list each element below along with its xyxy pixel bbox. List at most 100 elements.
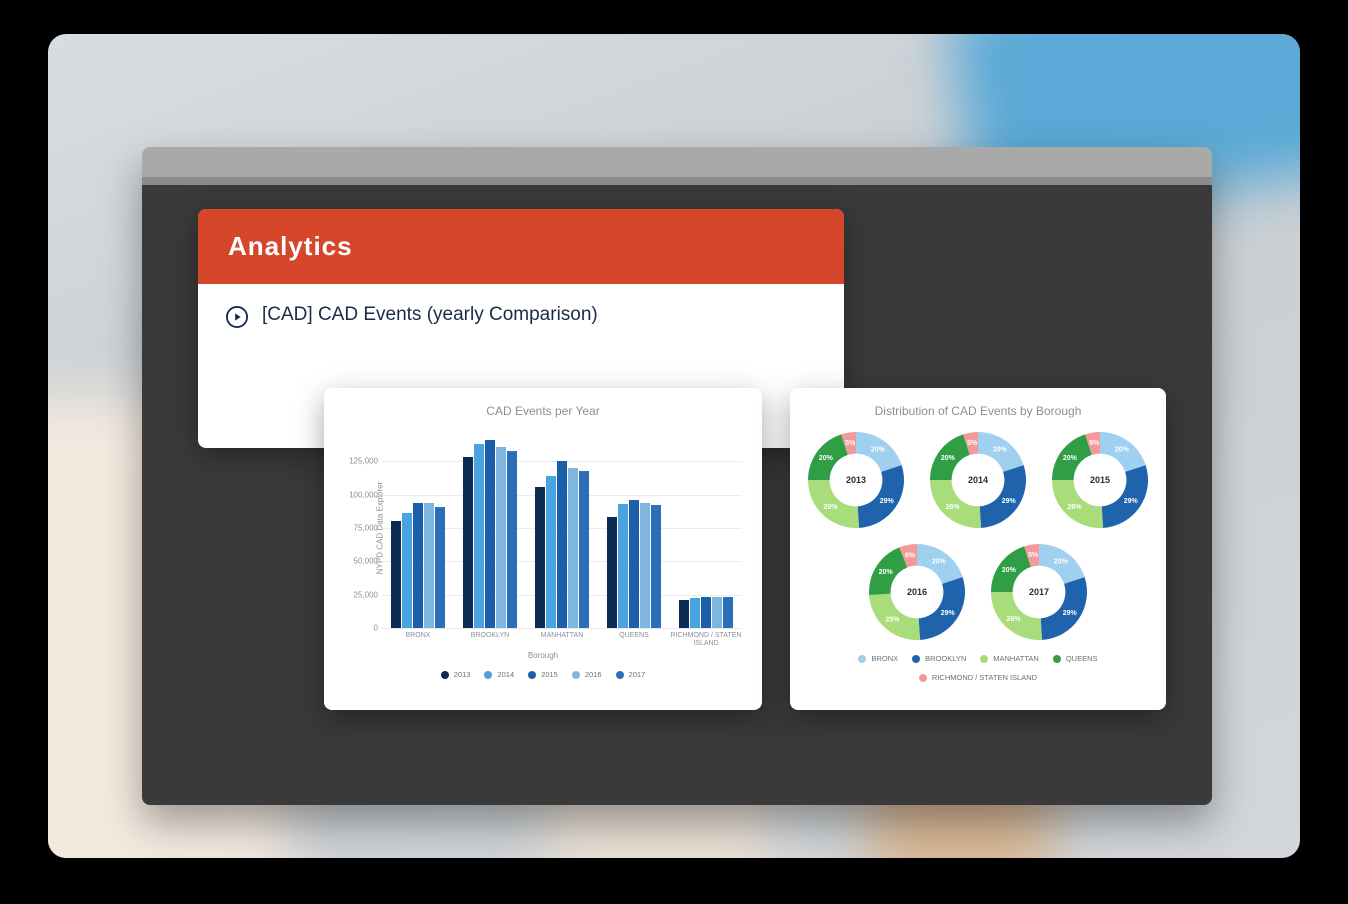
window-titlebar[interactable] <box>142 147 1212 177</box>
bar[interactable] <box>690 598 700 628</box>
donut-slice-label: 20% <box>879 569 894 576</box>
bar[interactable] <box>496 447 506 628</box>
bar-group <box>382 428 454 628</box>
bar-chart-title: CAD Events per Year <box>338 404 748 418</box>
legend-dot-icon <box>980 655 988 663</box>
legend-label: BRONX <box>871 654 898 663</box>
bar[interactable] <box>391 521 401 628</box>
legend-label: BROOKLYN <box>925 654 966 663</box>
bar-chart-x-labels: BRONXBROOKLYNMANHATTANQUEENSRICHMOND / S… <box>382 628 742 647</box>
legend-label: RICHMOND / STATEN ISLAND <box>932 673 1037 682</box>
bar[interactable] <box>485 440 495 628</box>
bar-chart-category-label: RICHMOND / STATEN ISLAND <box>670 632 742 647</box>
legend-item[interactable]: 2013 <box>441 670 471 679</box>
donut-slice-label: 29% <box>1124 498 1139 505</box>
card-donut-chart: Distribution of CAD Events by Borough 20… <box>790 388 1166 710</box>
bar-group <box>670 428 742 628</box>
donut-slice-label: 26% <box>1007 616 1022 623</box>
bar[interactable] <box>402 513 412 628</box>
donut-center-label: 2013 <box>804 475 908 485</box>
donut-center-label: 2016 <box>865 587 969 597</box>
bar[interactable] <box>640 503 650 628</box>
bar[interactable] <box>474 444 484 628</box>
donut-slice-label: 5% <box>967 440 978 447</box>
donut-slice-label: 20% <box>871 447 886 454</box>
bar[interactable] <box>568 468 578 628</box>
legend-item[interactable]: 2014 <box>484 670 514 679</box>
donut-slice-label: 20% <box>819 455 834 462</box>
card-bar-chart: CAD Events per Year NYPD CAD Data Explor… <box>324 388 762 710</box>
donut-slice-label: 29% <box>880 498 895 505</box>
donut-slice-label: 6% <box>905 552 916 559</box>
legend-dot-icon <box>484 671 492 679</box>
donut-slice-label: 20% <box>941 455 956 462</box>
bar-chart-y-tick-label: 125,000 <box>342 457 378 466</box>
donut-slice-label: 5% <box>1089 440 1100 447</box>
legend-label: 2016 <box>585 670 602 679</box>
bar[interactable] <box>535 487 545 628</box>
donut-center-label: 2017 <box>987 587 1091 597</box>
legend-item[interactable]: RICHMOND / STATEN ISLAND <box>919 673 1037 682</box>
bar-chart-y-tick-label: 0 <box>342 624 378 633</box>
bar[interactable] <box>413 503 423 628</box>
legend-item[interactable]: QUEENS <box>1053 654 1098 663</box>
bar[interactable] <box>507 451 517 628</box>
legend-item[interactable]: 2016 <box>572 670 602 679</box>
donut-slice-label: 26% <box>1068 504 1083 511</box>
bar[interactable] <box>679 600 689 628</box>
bar-chart-category-label: BROOKLYN <box>454 632 526 647</box>
legend-item[interactable]: BRONX <box>858 654 898 663</box>
analytics-item-title[interactable]: [CAD] CAD Events (yearly Comparison) <box>262 304 598 326</box>
bar[interactable] <box>557 461 567 628</box>
donut-panel: 20%29%26%20%5%2015 <box>1048 428 1152 532</box>
donut-slice-label: 26% <box>946 504 961 511</box>
legend-dot-icon <box>528 671 536 679</box>
legend-label: 2015 <box>541 670 558 679</box>
donut-panel: 20%29%25%20%6%2016 <box>865 540 969 644</box>
legend-dot-icon <box>919 674 927 682</box>
bar-chart-y-tick-label: 25,000 <box>342 590 378 599</box>
bar-chart-y-tick-label: 75,000 <box>342 524 378 533</box>
donut-center-label: 2014 <box>926 475 1030 485</box>
bar[interactable] <box>712 597 722 628</box>
donut-slice-label: 20% <box>1054 559 1069 566</box>
legend-dot-icon <box>1053 655 1061 663</box>
donut-panel: 20% 29% 26% 20% 5% 2014 <box>926 428 1030 532</box>
bar[interactable] <box>579 471 589 628</box>
bar-chart-x-axis-title: Borough <box>338 651 748 660</box>
donut-chart-legend: BRONX BROOKLYN MANHATTAN QUEENS RICHMOND / S… <box>804 654 1152 682</box>
bar[interactable] <box>435 507 445 628</box>
legend-dot-icon <box>616 671 624 679</box>
device-frame: Analytics [CAD] CAD Events (yearly Compa… <box>28 14 1320 878</box>
donut-grid: 20%29%26%20%5%201320%29%26%20%5%201420%2… <box>804 428 1152 644</box>
donut-slice-label: 5% <box>845 440 856 447</box>
legend-label: 2013 <box>454 670 471 679</box>
bar[interactable] <box>651 505 661 628</box>
bar[interactable] <box>618 504 628 628</box>
bar[interactable] <box>546 476 556 628</box>
legend-item[interactable]: MANHATTAN <box>980 654 1039 663</box>
play-icon[interactable] <box>226 306 248 328</box>
donut-slice-label: 20% <box>932 559 947 566</box>
bar[interactable] <box>607 517 617 628</box>
bar-chart-category-label: QUEENS <box>598 632 670 647</box>
legend-item[interactable]: 2017 <box>616 670 646 679</box>
bar-group <box>454 428 526 628</box>
legend-label: 2014 <box>497 670 514 679</box>
bar-chart-plot: NYPD CAD Data Explorer 025,00050,00075,0… <box>382 428 742 628</box>
bar[interactable] <box>701 597 711 628</box>
bar[interactable] <box>723 597 733 628</box>
legend-dot-icon <box>858 655 866 663</box>
bar-chart-category-label: MANHATTAN <box>526 632 598 647</box>
bar[interactable] <box>424 503 434 628</box>
legend-item[interactable]: 2015 <box>528 670 558 679</box>
bar[interactable] <box>629 500 639 628</box>
legend-item[interactable]: BROOKLYN <box>912 654 966 663</box>
donut-slice-label: 5% <box>1028 552 1039 559</box>
donut-slice-label: 29% <box>1063 610 1078 617</box>
bar[interactable] <box>463 457 473 628</box>
donut-slice-label: 29% <box>941 610 956 617</box>
donut-slice-label: 20% <box>993 447 1008 454</box>
donut-chart-title: Distribution of CAD Events by Borough <box>804 404 1152 418</box>
donut-slice-label: 29% <box>1002 498 1017 505</box>
